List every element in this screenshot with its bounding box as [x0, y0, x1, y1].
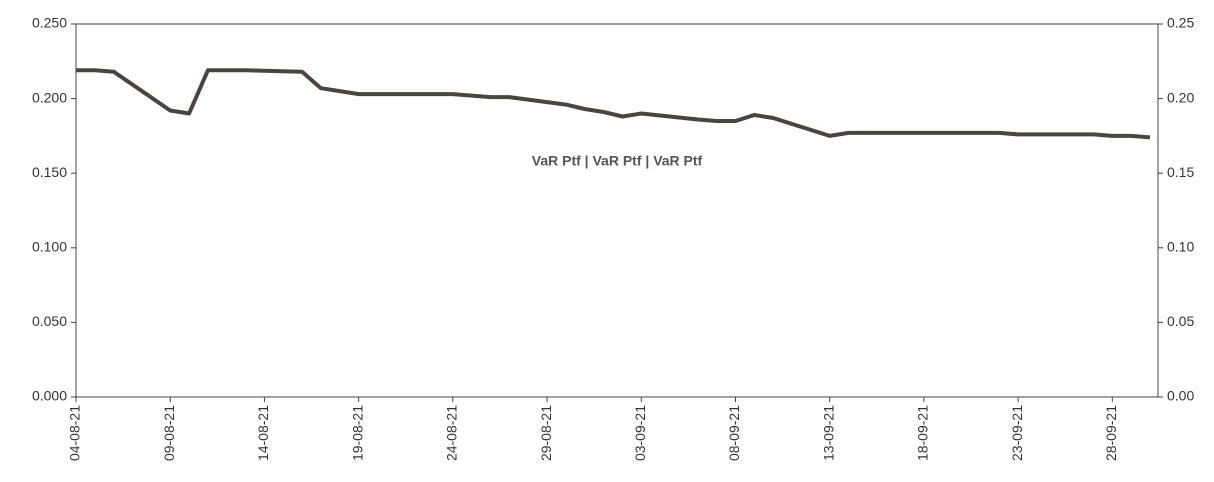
x-tick-label: 23-09-21 — [1009, 405, 1025, 461]
x-tick-label: 13-09-21 — [820, 405, 836, 461]
x-tick-label: 18-09-21 — [915, 405, 931, 461]
x-tick-label: 14-08-21 — [255, 405, 271, 461]
y-tick-label: 0.100 — [32, 239, 67, 255]
y2-tick-label: 0.05 — [1167, 313, 1194, 329]
y-tick-label: 0.150 — [32, 164, 67, 180]
y2-tick-label: 0.25 — [1167, 15, 1194, 31]
x-tick-label: 19-08-21 — [349, 405, 365, 461]
y2-tick-label: 0.15 — [1167, 164, 1194, 180]
x-tick-label: 29-08-21 — [538, 405, 554, 461]
x-tick-label: 24-08-21 — [444, 405, 460, 461]
x-tick-label: 28-09-21 — [1103, 405, 1119, 461]
y2-tick-label: 0.00 — [1167, 388, 1194, 404]
y-tick-label: 0.200 — [32, 89, 67, 105]
y2-tick-label: 0.10 — [1167, 239, 1194, 255]
line-series — [76, 68, 1151, 140]
plot-frame — [75, 23, 1159, 398]
x-tick-label: 08-09-21 — [726, 405, 742, 461]
y-tick-label: 0.000 — [32, 388, 67, 404]
legend: VaR Ptf | VaR Ptf | VaR Ptf — [532, 153, 703, 169]
y-tick-label: 0.250 — [32, 15, 67, 31]
x-tick-label: 04-08-21 — [67, 405, 83, 461]
x-tick-label: 03-09-21 — [632, 405, 648, 461]
x-tick-label: 09-08-21 — [161, 405, 177, 461]
y2-tick-label: 0.20 — [1167, 89, 1194, 105]
y-tick-label: 0.050 — [32, 313, 67, 329]
